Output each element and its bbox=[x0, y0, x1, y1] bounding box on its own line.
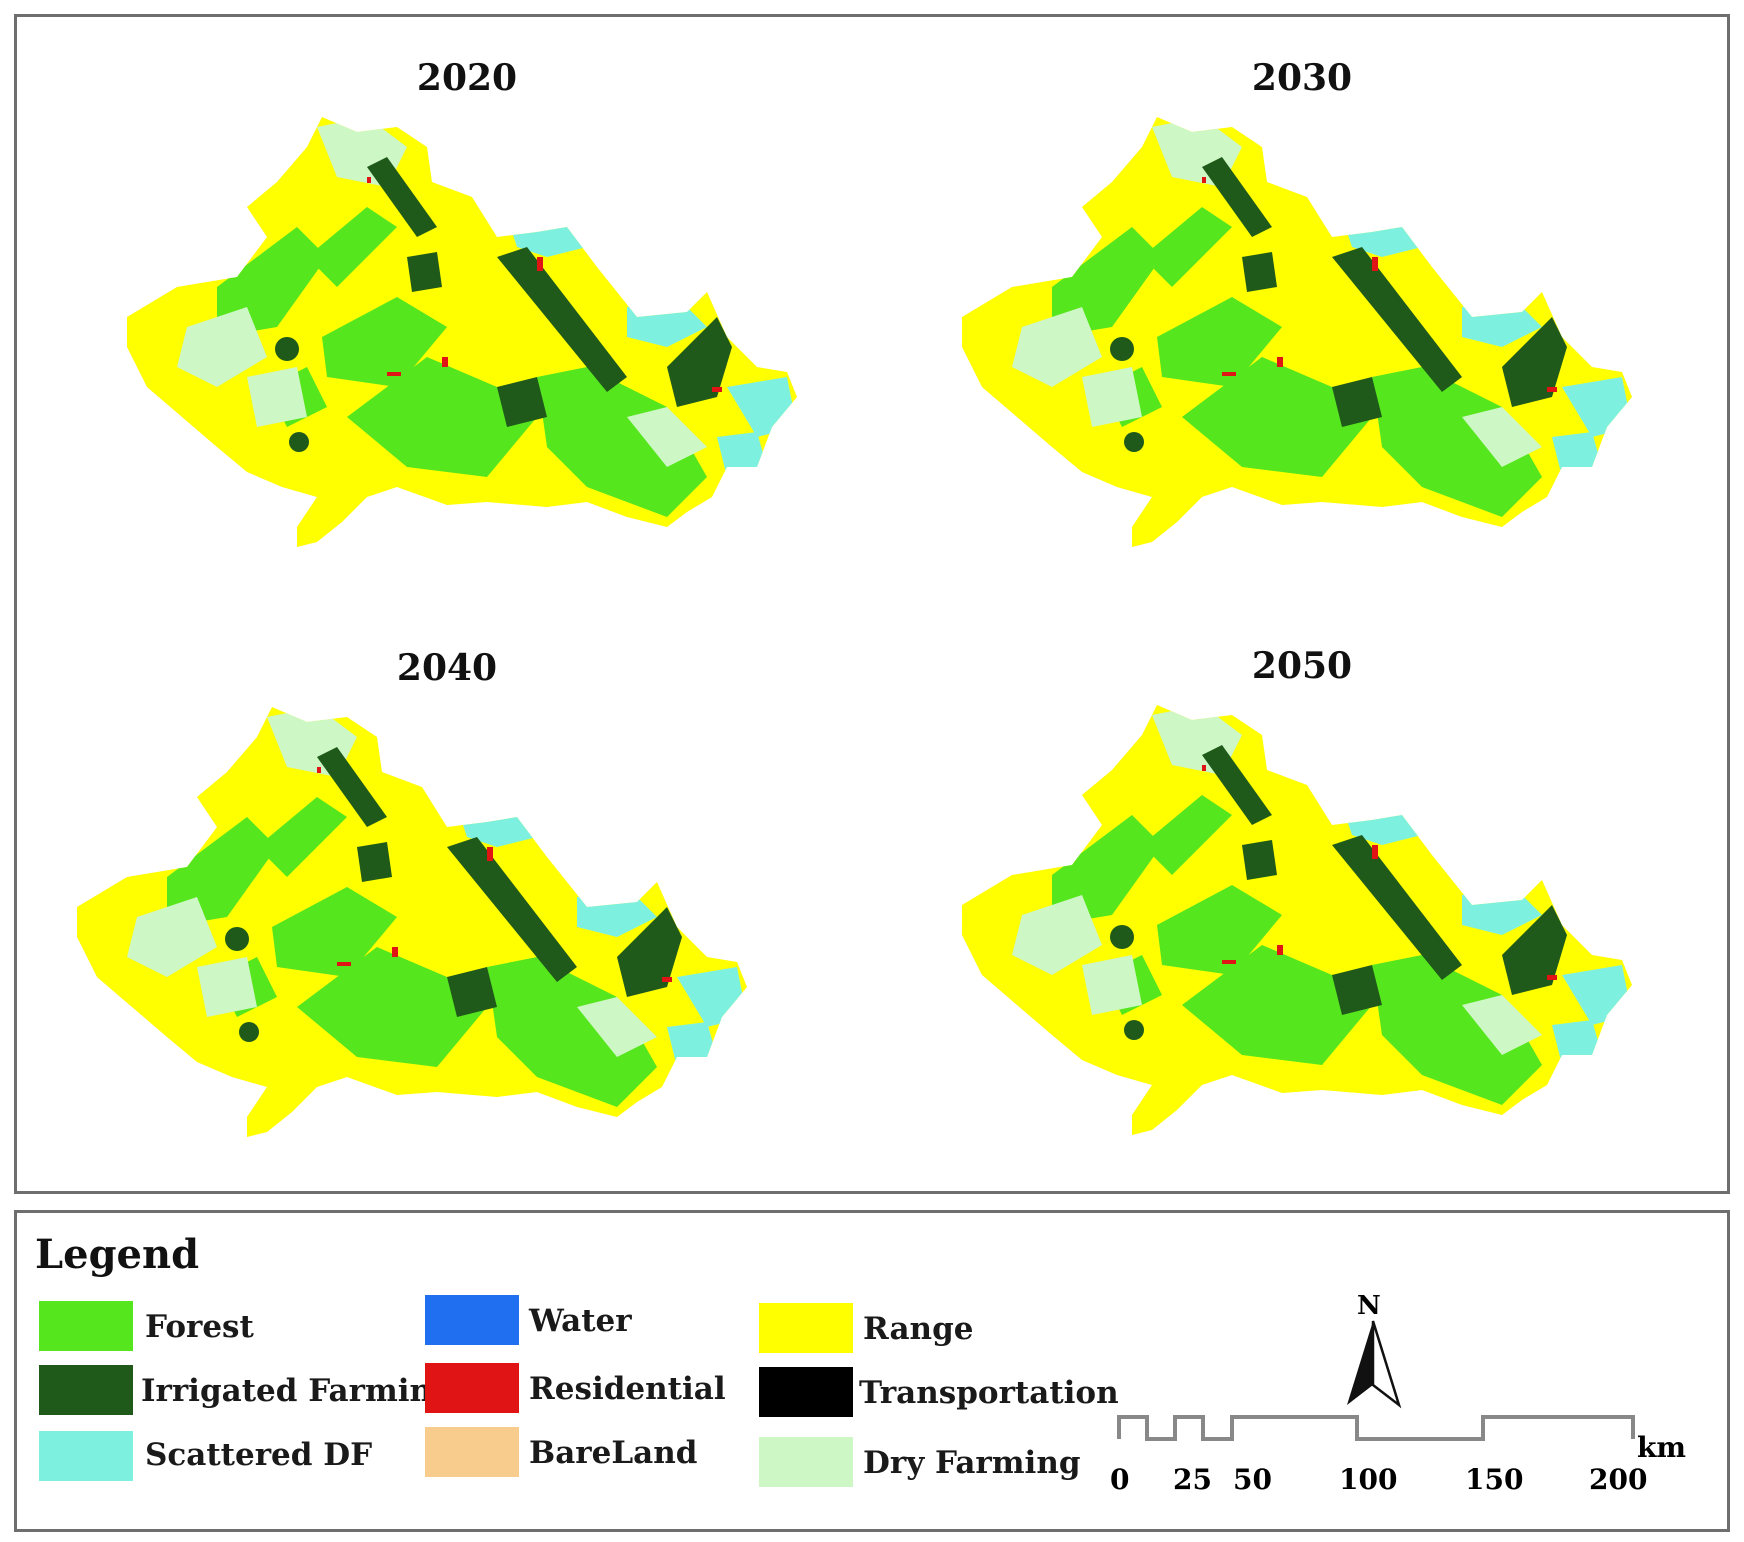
north-arrow-icon bbox=[1347, 1320, 1402, 1409]
legend-swatch-forest bbox=[39, 1301, 133, 1351]
scale-tick-label: 50 bbox=[1233, 1463, 1272, 1496]
legend-swatch-transportation bbox=[759, 1367, 853, 1417]
scale-tick-label: 25 bbox=[1173, 1463, 1212, 1496]
legend-label-scattered-df: Scattered DF bbox=[145, 1437, 373, 1473]
scale-tick-label: 200 bbox=[1589, 1463, 1648, 1496]
legend-swatch-water bbox=[425, 1295, 519, 1345]
legend-label-irrigated-farming: Irrigated Farming bbox=[141, 1373, 454, 1409]
map-panel-2020: 2020 bbox=[67, 57, 867, 597]
scale-bar bbox=[1117, 1415, 1635, 1441]
legend-swatch-residential bbox=[425, 1363, 519, 1413]
legend-swatch-dry-farming bbox=[759, 1437, 853, 1487]
legend-title: Legend bbox=[35, 1231, 200, 1278]
map-year-label: 2020 bbox=[416, 57, 518, 99]
legend-swatch-range bbox=[759, 1303, 853, 1353]
map-panel-2040: 2040 bbox=[17, 647, 817, 1187]
map-year-label: 2030 bbox=[1251, 57, 1353, 99]
legend-label-water: Water bbox=[529, 1303, 632, 1339]
map-panel-2030: 2030 bbox=[902, 57, 1702, 597]
legend-label-bareland: BareLand bbox=[529, 1435, 698, 1471]
legend-swatch-irrigated-farming bbox=[39, 1365, 133, 1415]
scale-tick-label: 0 bbox=[1110, 1463, 1130, 1496]
legend-swatch-bareland bbox=[425, 1427, 519, 1477]
scale-tick-label: 150 bbox=[1465, 1463, 1524, 1496]
legend-label-transportation: Transportation bbox=[859, 1375, 1119, 1411]
land-use-map bbox=[127, 117, 797, 547]
maps-frame: 2020 2030 2040 2050 bbox=[14, 14, 1730, 1194]
legend-label-forest: Forest bbox=[145, 1309, 254, 1345]
map-year-label: 2040 bbox=[396, 647, 498, 689]
scale-unit-label: km bbox=[1637, 1431, 1687, 1464]
land-use-map bbox=[962, 117, 1632, 547]
legend-label-residential: Residential bbox=[529, 1371, 726, 1407]
map-panel-2050: 2050 bbox=[902, 645, 1702, 1185]
land-use-map bbox=[962, 705, 1632, 1135]
legend-swatch-scattered-df bbox=[39, 1431, 133, 1481]
legend-label-range: Range bbox=[863, 1311, 974, 1347]
map-year-label: 2050 bbox=[1251, 645, 1353, 687]
legend-panel: Legend Forest Water Range Irrigated Farm… bbox=[14, 1210, 1730, 1532]
land-use-map bbox=[77, 707, 747, 1137]
legend-label-dry-farming: Dry Farming bbox=[863, 1445, 1081, 1481]
scale-tick-label: 100 bbox=[1339, 1463, 1398, 1496]
north-label: N bbox=[1357, 1291, 1381, 1321]
